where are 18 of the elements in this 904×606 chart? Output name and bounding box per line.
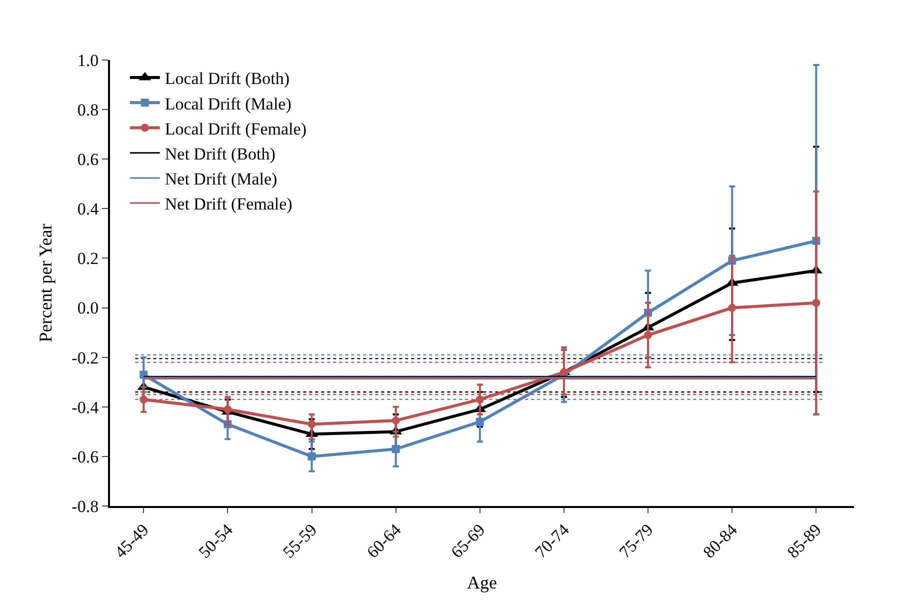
legend-label: Local Drift (Male) (164, 94, 292, 114)
legend-label: Net Drift (Female) (164, 194, 292, 214)
y-axis-title: Percent per Year (35, 224, 56, 342)
y-tick-label: 0.0 (77, 298, 99, 318)
legend-label: Local Drift (Both) (164, 69, 290, 88)
y-tick-label: -0.2 (72, 348, 99, 368)
y-tick-label: 0.6 (77, 150, 99, 170)
y-tick-label: -0.4 (72, 398, 100, 417)
legend-label: Local Drift (Female) (164, 119, 306, 138)
y-tick-label: 1.0 (77, 50, 99, 70)
y-tick-label: 0.8 (77, 100, 99, 120)
y-tick-label: -0.6 (72, 447, 99, 466)
legend-label: Net Drift (Both) (164, 144, 276, 164)
x-axis-title: Age (467, 572, 497, 592)
y-tick-label: 0.4 (77, 200, 100, 219)
y-tick-label: -0.8 (72, 496, 99, 516)
legend-label: Net Drift (Male) (164, 170, 278, 189)
y-tick-label: 0.2 (77, 249, 99, 268)
